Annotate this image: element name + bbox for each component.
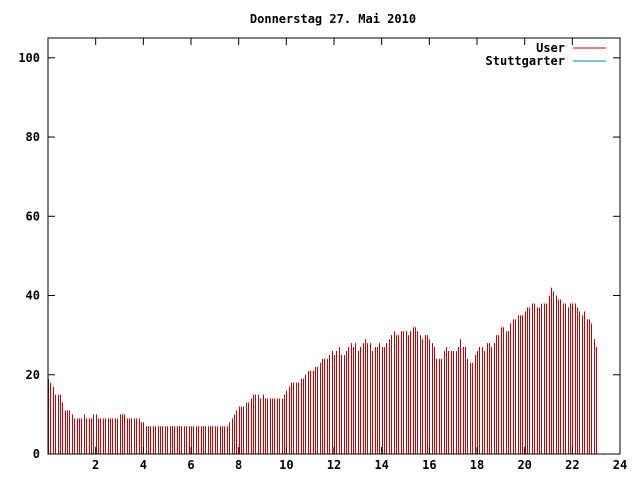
bars-layer — [48, 287, 597, 454]
y-tick-label: 40 — [26, 289, 40, 303]
y-tick-label: 100 — [18, 51, 40, 65]
y-tick-label: 20 — [26, 368, 40, 382]
plot-border — [47, 37, 621, 455]
x-tick-label: 18 — [470, 458, 484, 472]
x-tick-label: 4 — [140, 458, 147, 472]
x-tick-label: 8 — [235, 458, 242, 472]
x-tick-label: 16 — [422, 458, 436, 472]
x-tick-label: 22 — [565, 458, 579, 472]
legend-label-stuttgarter: Stuttgarter — [486, 54, 565, 68]
legend-label-user: User — [536, 41, 565, 55]
x-axis: 2 4 6 8 10 12 14 16 18 20 22 24 — [92, 38, 627, 472]
y-tick-label: 60 — [26, 209, 40, 223]
x-tick-label: 6 — [187, 458, 194, 472]
chart-title: Donnerstag 27. Mai 2010 — [250, 12, 416, 26]
y-tick-label: 0 — [33, 447, 40, 461]
x-tick-label: 20 — [517, 458, 531, 472]
x-tick-label: 24 — [613, 458, 627, 472]
x-tick-label: 14 — [374, 458, 388, 472]
y-axis: 0 20 40 60 80 100 — [18, 51, 620, 461]
legend: User Stuttgarter — [486, 41, 606, 68]
x-tick-label: 10 — [279, 458, 293, 472]
x-tick-label: 2 — [92, 458, 99, 472]
x-tick-label: 12 — [327, 458, 341, 472]
y-tick-label: 80 — [26, 130, 40, 144]
